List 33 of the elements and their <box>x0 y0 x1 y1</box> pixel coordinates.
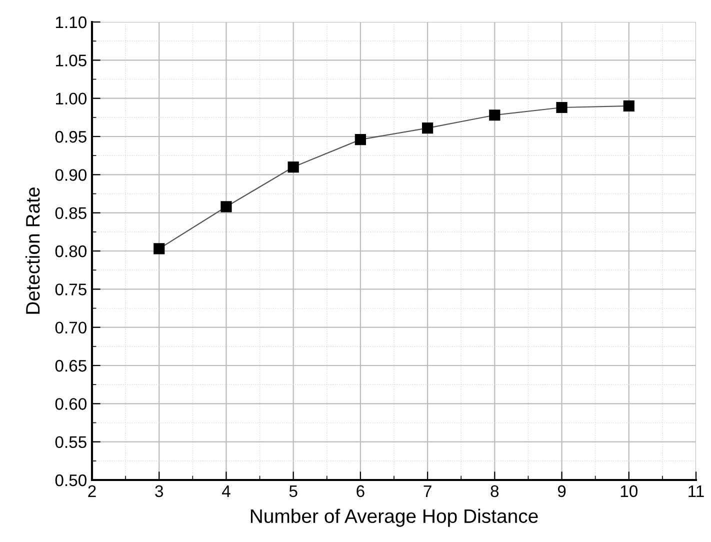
x-tick-label: 7 <box>424 485 432 497</box>
y-tick-label: 0.80 <box>55 245 86 258</box>
y-tick-label: 0.85 <box>55 207 86 220</box>
y-tick-label: 0.50 <box>55 474 86 486</box>
y-tick-label: 0.55 <box>55 436 86 448</box>
point <box>489 110 500 121</box>
x-tick-label: 3 <box>155 485 164 498</box>
y-tick-label: 0.65 <box>55 360 86 372</box>
point <box>556 102 568 114</box>
point <box>354 134 366 146</box>
x-tick-label: 6 <box>356 485 364 498</box>
y-tick-label: 0.70 <box>55 322 86 334</box>
y-tick-label: 1.10 <box>56 16 86 28</box>
point <box>422 122 434 134</box>
x-tick-label: 8 <box>490 485 499 498</box>
point <box>154 243 165 254</box>
y-tick-label: 0.75 <box>55 284 86 296</box>
y-axis-title: Detection Rate <box>25 188 40 314</box>
x-tick-label: 11 <box>688 485 704 497</box>
point <box>220 201 232 212</box>
x-tick-label: 2 <box>88 485 96 497</box>
y-tick-label: 0.60 <box>55 398 86 410</box>
point <box>623 100 634 112</box>
x-tick-label: 5 <box>289 485 298 498</box>
y-tick-label: 0.95 <box>55 130 86 143</box>
x-tick-label: 4 <box>222 485 230 497</box>
x-axis-title: Number of Average Hop Distance <box>250 508 538 527</box>
x-tick-label: 9 <box>558 485 566 498</box>
x-tick-label: 10 <box>620 485 638 498</box>
y-tick-label: 1.05 <box>56 54 86 66</box>
point <box>288 161 299 173</box>
y-tick-label: 1.00 <box>56 92 86 105</box>
y-tick-label: 0.90 <box>55 169 86 181</box>
